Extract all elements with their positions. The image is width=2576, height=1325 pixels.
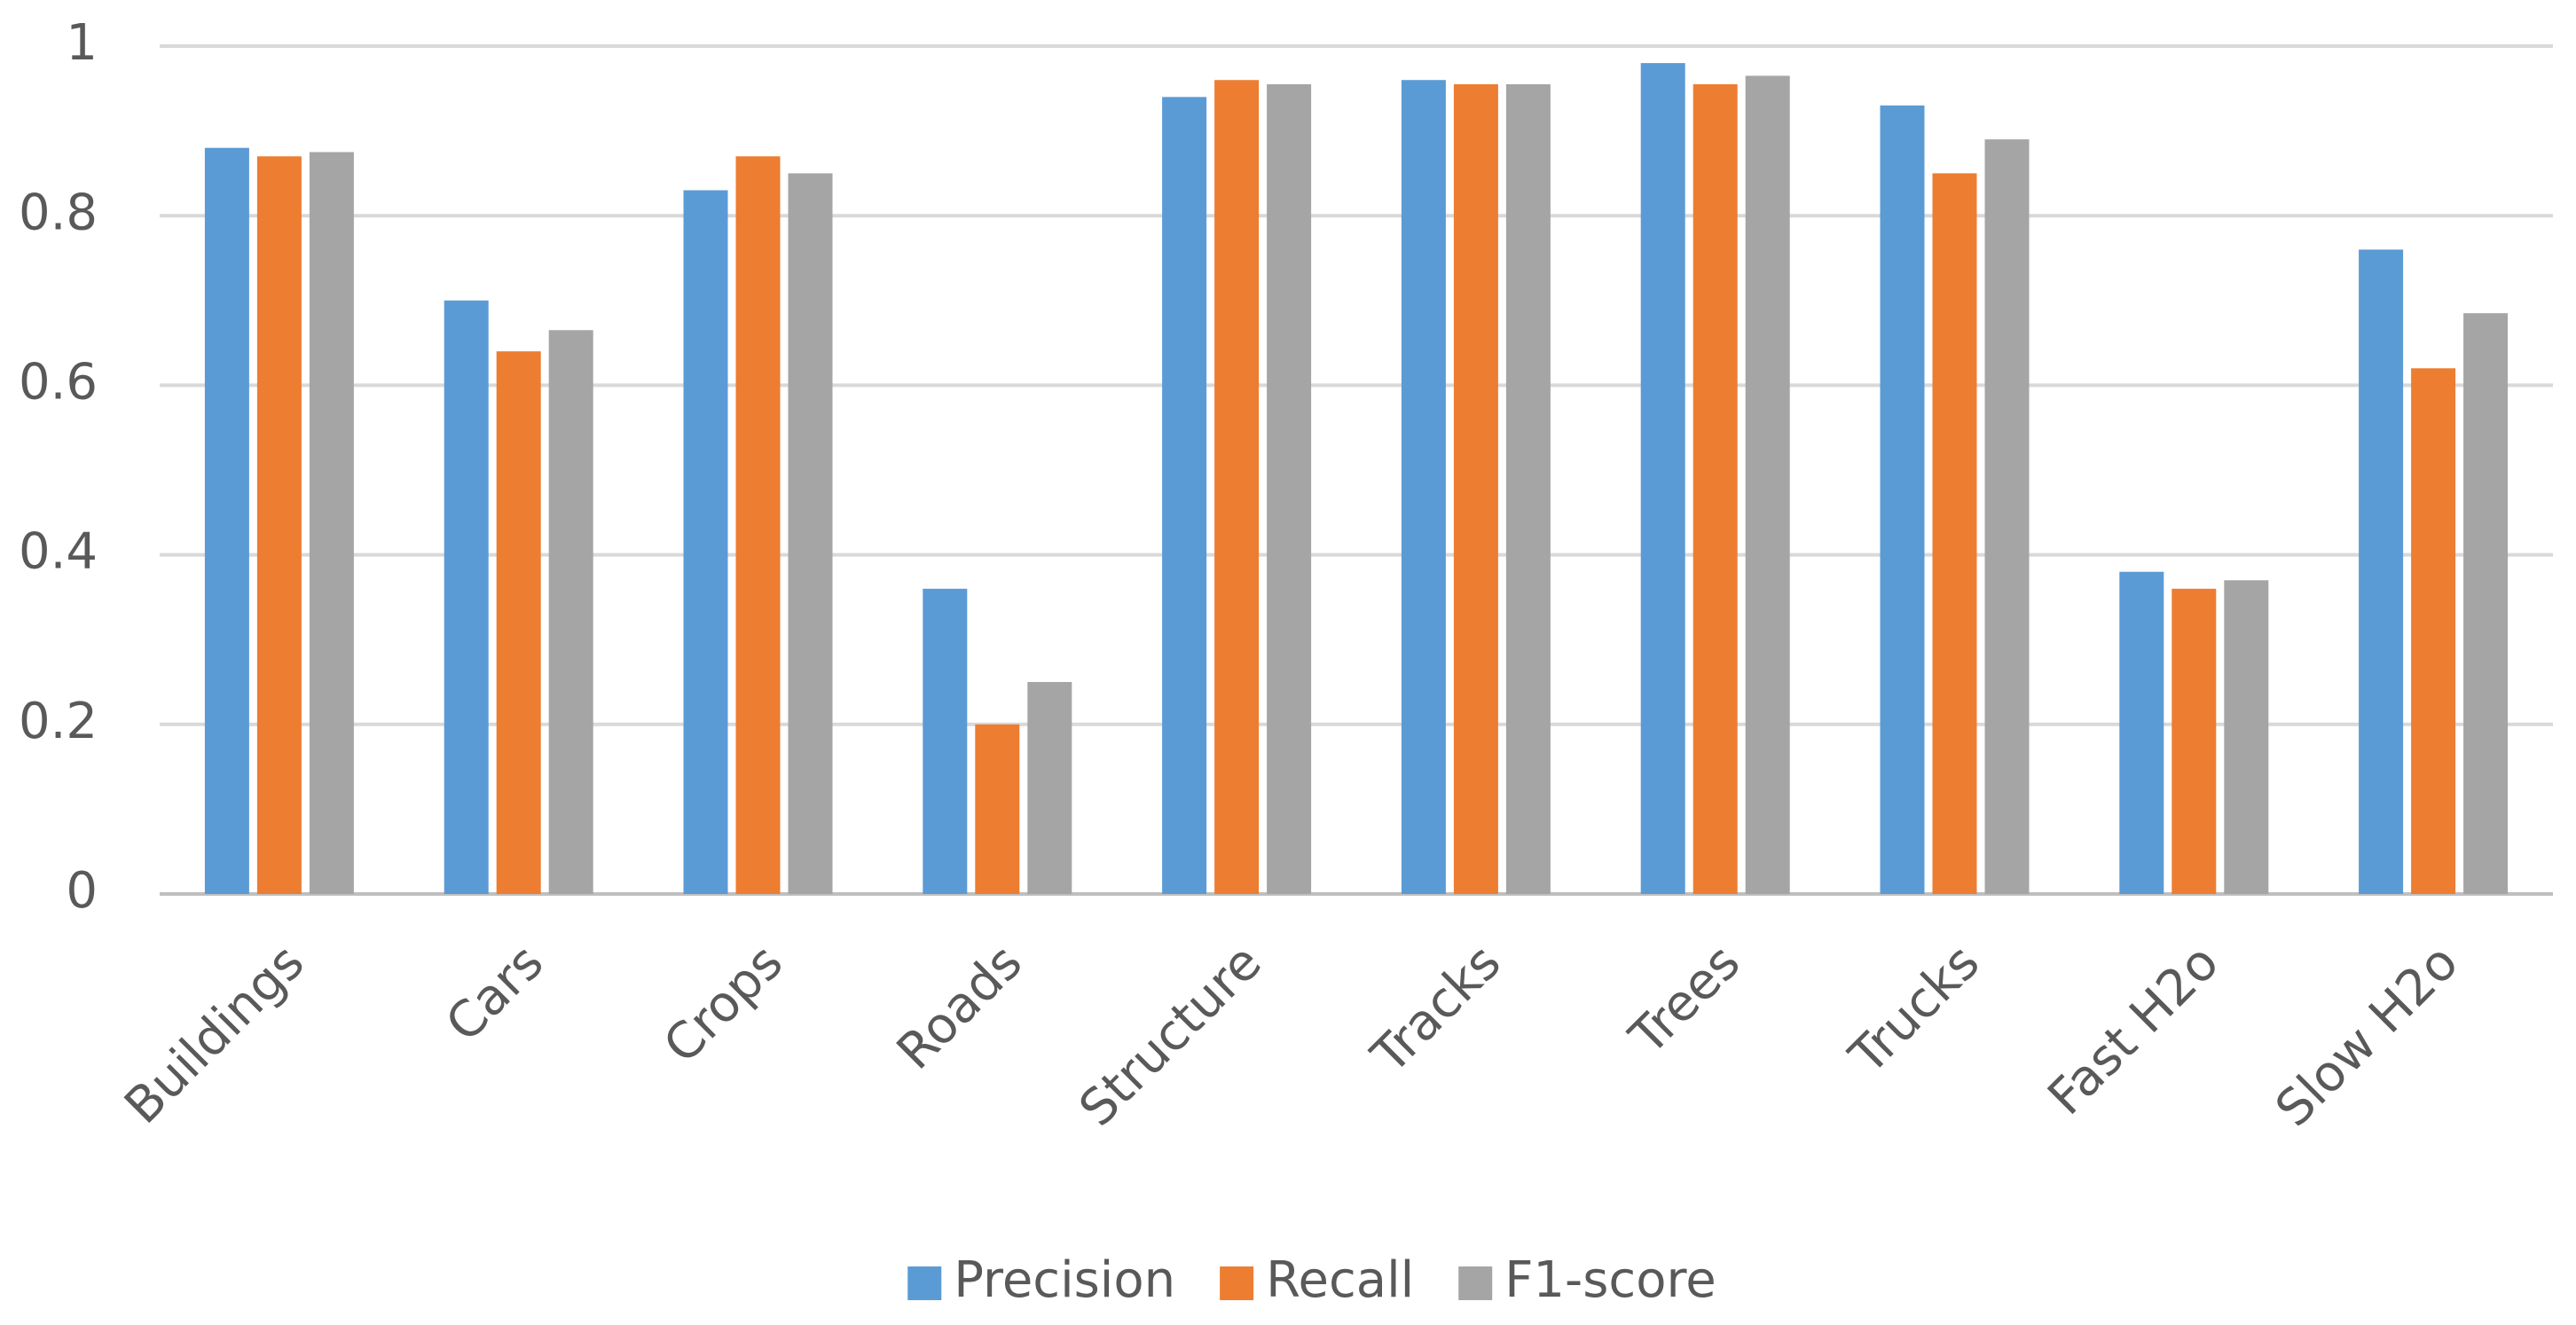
bar [2359, 249, 2404, 894]
bar [1880, 105, 1925, 895]
y-tick-label: 0.4 [19, 523, 98, 581]
bar [1214, 80, 1260, 895]
x-tick-label: Buildings [114, 934, 315, 1135]
bar [256, 156, 302, 894]
x-tick-label: Roads [886, 934, 1033, 1081]
bar [788, 173, 833, 894]
y-tick-label: 0.6 [19, 354, 98, 412]
bar [735, 156, 781, 894]
bar [1162, 97, 1207, 895]
bar [444, 300, 489, 894]
x-tick-label: Trees [1618, 934, 1751, 1067]
bar [1745, 75, 1790, 894]
x-tick-label: Crops [653, 934, 794, 1075]
bar [1984, 139, 2030, 894]
bar [496, 351, 541, 894]
bar [2411, 368, 2456, 894]
bar [975, 724, 1020, 894]
legend-swatch [907, 1266, 942, 1300]
x-tick-label: Trucks [1838, 934, 1991, 1086]
bar [1692, 84, 1738, 894]
y-tick-label: 0 [66, 862, 98, 920]
y-tick-label: 1 [66, 14, 98, 72]
legend-label: Precision [954, 1251, 1175, 1309]
bar [683, 190, 728, 894]
bar [548, 330, 593, 894]
bar [1401, 80, 1446, 895]
bar [1640, 63, 1685, 895]
bar [1453, 84, 1498, 894]
x-tick-label: Tracks [1361, 934, 1512, 1086]
y-tick-label: 0.2 [19, 693, 98, 750]
legend-swatch [1458, 1266, 1493, 1300]
x-tick-label: Fast H2o [2038, 934, 2230, 1126]
bar [1267, 84, 1312, 894]
bar [923, 588, 968, 894]
bar [1505, 84, 1551, 894]
bar [2172, 588, 2217, 894]
bar [2463, 313, 2509, 894]
x-tick-label: Slow H2o [2265, 934, 2469, 1138]
bar [1932, 173, 1977, 894]
legend-swatch [1220, 1266, 1254, 1300]
bar [1027, 682, 1072, 894]
bar [309, 152, 354, 894]
y-tick-label: 0.8 [19, 184, 98, 241]
x-tick-label: Structure [1069, 934, 1273, 1138]
legend: Precision Recall F1-score [907, 1251, 1716, 1309]
bar [2224, 580, 2269, 894]
bar [2119, 571, 2164, 894]
legend-label: F1-score [1504, 1251, 1716, 1309]
x-tick-label: Cars [436, 934, 555, 1054]
legend-label: Recall [1266, 1251, 1414, 1309]
bar [204, 147, 249, 895]
